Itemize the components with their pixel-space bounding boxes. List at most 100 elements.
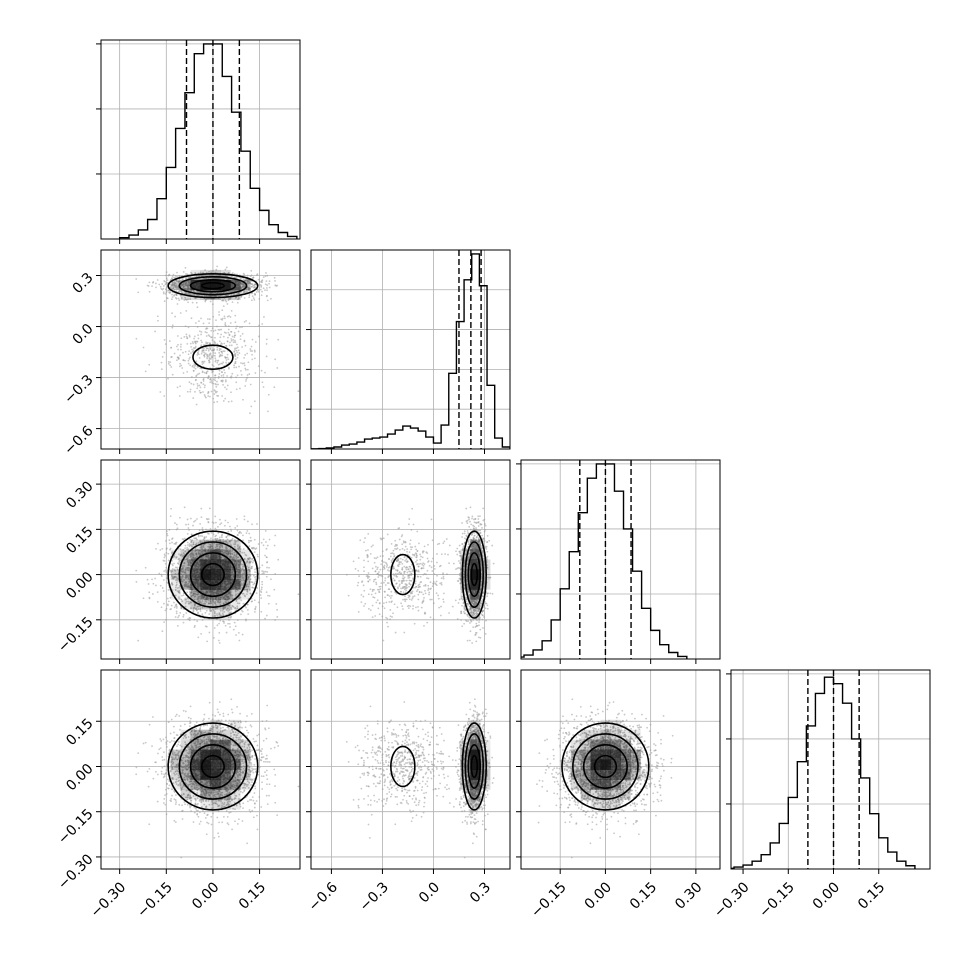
- sample-point: [194, 340, 197, 343]
- sample-point: [170, 298, 173, 301]
- sample-point: [261, 564, 264, 567]
- sample-point: [218, 351, 221, 354]
- sample-point: [233, 621, 236, 624]
- sample-point: [297, 390, 300, 393]
- sample-point: [222, 538, 225, 541]
- sample-point: [213, 348, 216, 350]
- sample-point: [151, 578, 153, 581]
- sample-point: [210, 531, 213, 534]
- sample-point: [182, 359, 185, 361]
- sample-point: [189, 390, 192, 393]
- sample-point: [273, 386, 276, 389]
- sample-point: [225, 546, 228, 548]
- sample-point: [174, 605, 177, 607]
- sample-point: [193, 599, 196, 601]
- sample-point: [187, 288, 190, 290]
- sample-point: [231, 335, 234, 338]
- sample-point: [170, 346, 172, 349]
- sample-point: [168, 528, 171, 531]
- sample-point: [202, 383, 205, 385]
- sample-point: [225, 609, 228, 612]
- sample-point: [186, 370, 189, 373]
- sample-point: [191, 348, 193, 351]
- sample-point: [268, 280, 271, 283]
- sample-point: [230, 606, 233, 609]
- sample-point: [274, 534, 277, 537]
- sample-point: [205, 625, 208, 628]
- sample-point: [174, 282, 176, 284]
- sample-point: [234, 339, 236, 342]
- sample-point: [238, 576, 241, 579]
- sample-point: [256, 273, 259, 276]
- sample-point: [233, 276, 236, 279]
- sample-point: [214, 527, 217, 530]
- sample-point: [208, 613, 211, 615]
- sample-point: [207, 347, 210, 350]
- sample-point: [192, 556, 195, 559]
- density-cell: [190, 279, 201, 291]
- sample-point: [229, 626, 231, 628]
- sample-point: [241, 332, 244, 335]
- sample-point: [180, 348, 182, 351]
- sample-point: [176, 275, 179, 278]
- sample-point: [201, 527, 204, 529]
- histogram-panel-2: [521, 460, 720, 659]
- sample-point: [159, 584, 162, 587]
- sample-point: [257, 365, 260, 368]
- sample-point: [184, 359, 186, 362]
- sample-point: [148, 591, 151, 594]
- sample-point: [220, 362, 223, 365]
- sample-point: [254, 571, 256, 574]
- sample-point: [198, 291, 201, 294]
- sample-point: [260, 281, 263, 284]
- sample-point: [255, 592, 258, 594]
- sample-point: [163, 338, 166, 341]
- sample-point: [169, 608, 172, 611]
- sample-point: [163, 285, 165, 287]
- sample-point: [212, 382, 215, 385]
- sample-point: [275, 285, 278, 287]
- sample-point: [218, 349, 221, 352]
- sample-point: [176, 386, 179, 389]
- sample-point: [183, 299, 186, 302]
- sample-point: [225, 359, 228, 361]
- sample-point: [226, 353, 229, 356]
- sample-point: [187, 557, 190, 559]
- sample-point: [247, 539, 250, 542]
- density-cell: [210, 279, 221, 291]
- sample-point: [232, 628, 235, 631]
- sample-point: [212, 397, 215, 400]
- density-cell: [220, 289, 231, 301]
- sample-point: [205, 349, 207, 352]
- sample-point: [226, 598, 229, 601]
- sample-point: [186, 273, 189, 276]
- sample-point: [236, 346, 239, 349]
- sample-point: [214, 357, 217, 360]
- sample-point: [234, 314, 237, 317]
- sample-point: [237, 539, 240, 542]
- sample-point: [179, 365, 181, 368]
- histogram-step-line: [521, 463, 688, 659]
- sample-point: [170, 604, 173, 607]
- sample-point: [235, 296, 238, 299]
- sample-point: [242, 534, 244, 537]
- sample-point: [228, 622, 231, 625]
- sample-point: [253, 349, 256, 352]
- sample-point: [261, 580, 263, 583]
- sample-point: [190, 553, 193, 556]
- sample-point: [216, 332, 219, 335]
- sample-point: [270, 578, 272, 581]
- sample-point: [216, 537, 218, 540]
- sample-point: [176, 271, 178, 274]
- sample-point: [174, 566, 177, 569]
- sample-point: [222, 335, 225, 338]
- sample-point: [175, 584, 178, 587]
- sample-point: [197, 373, 199, 376]
- sample-point: [158, 572, 161, 575]
- sample-point: [262, 276, 265, 279]
- sample-point: [213, 627, 216, 629]
- sample-point: [167, 600, 170, 603]
- sample-point: [234, 288, 237, 291]
- sample-point: [228, 534, 231, 537]
- sample-point: [251, 353, 253, 356]
